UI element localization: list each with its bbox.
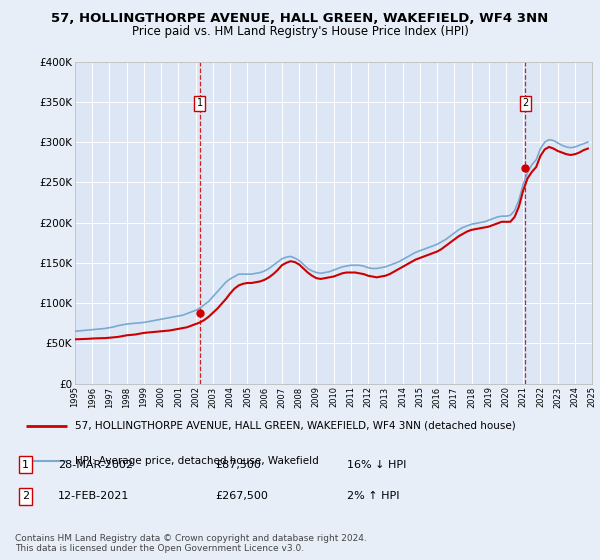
Text: 16% ↓ HPI: 16% ↓ HPI [347, 460, 407, 469]
Text: HPI: Average price, detached house, Wakefield: HPI: Average price, detached house, Wake… [75, 456, 319, 465]
Text: £87,500: £87,500 [215, 460, 262, 469]
Text: Contains HM Land Registry data © Crown copyright and database right 2024.
This d: Contains HM Land Registry data © Crown c… [15, 534, 367, 553]
Text: 57, HOLLINGTHORPE AVENUE, HALL GREEN, WAKEFIELD, WF4 3NN (detached house): 57, HOLLINGTHORPE AVENUE, HALL GREEN, WA… [75, 421, 516, 431]
Text: 28-MAR-2002: 28-MAR-2002 [58, 460, 133, 469]
Text: 57, HOLLINGTHORPE AVENUE, HALL GREEN, WAKEFIELD, WF4 3NN: 57, HOLLINGTHORPE AVENUE, HALL GREEN, WA… [52, 12, 548, 25]
Text: 2: 2 [522, 99, 528, 109]
Text: 2% ↑ HPI: 2% ↑ HPI [347, 492, 400, 501]
Text: Price paid vs. HM Land Registry's House Price Index (HPI): Price paid vs. HM Land Registry's House … [131, 25, 469, 38]
Text: 1: 1 [22, 460, 29, 469]
Text: 1: 1 [197, 99, 203, 109]
Text: 2: 2 [22, 492, 29, 501]
Text: £267,500: £267,500 [215, 492, 268, 501]
Text: 12-FEB-2021: 12-FEB-2021 [58, 492, 130, 501]
